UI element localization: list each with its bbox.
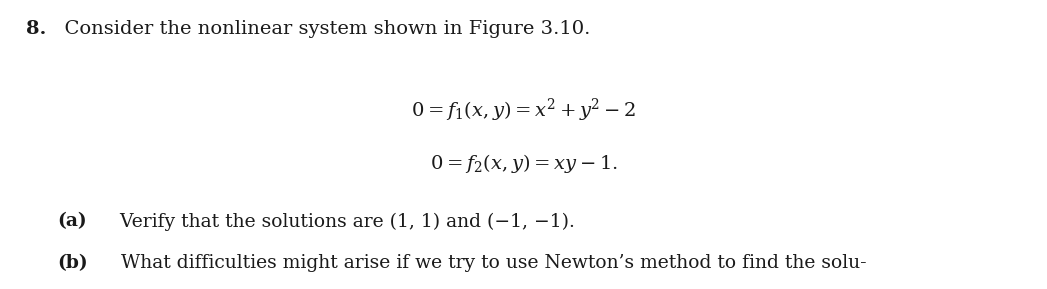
Text: (b): (b) — [58, 254, 88, 272]
Text: Verify that the solutions are (1, 1) and (−1, −1).: Verify that the solutions are (1, 1) and… — [96, 212, 575, 231]
Text: $0 = f_2(x, y) = xy - 1.$: $0 = f_2(x, y) = xy - 1.$ — [429, 152, 618, 175]
Text: (a): (a) — [58, 212, 87, 230]
Text: Consider the nonlinear system shown in Figure 3.10.: Consider the nonlinear system shown in F… — [52, 20, 591, 38]
Text: $0 = f_1(x, y) = x^2 + y^2 - 2$: $0 = f_1(x, y) = x^2 + y^2 - 2$ — [410, 97, 637, 124]
Text: What difficulties might arise if we try to use Newton’s method to find the solu-: What difficulties might arise if we try … — [97, 254, 867, 272]
Text: 8.: 8. — [26, 20, 46, 38]
